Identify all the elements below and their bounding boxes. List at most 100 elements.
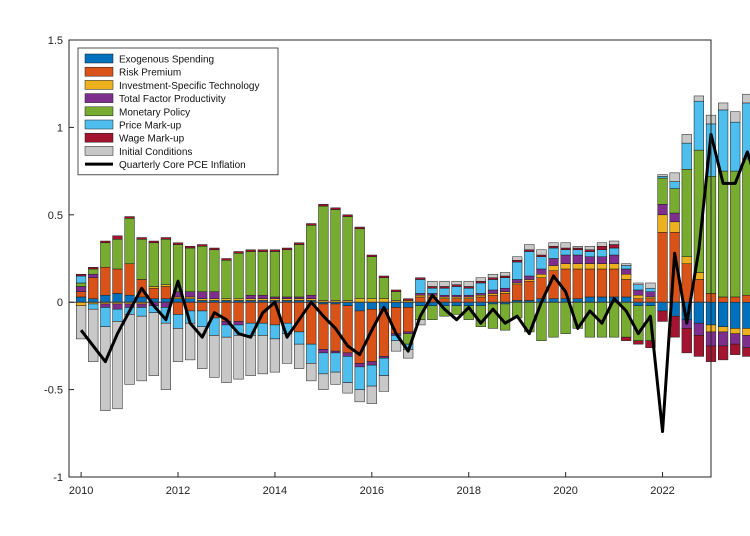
bar-segment (415, 293, 426, 296)
bar-segment (633, 284, 644, 291)
bar-segment (160, 284, 171, 287)
bar-segment (524, 244, 535, 251)
bar-segment (548, 301, 559, 338)
bar-segment (124, 218, 135, 265)
bar-segment (657, 174, 668, 177)
bar-segment (366, 361, 377, 366)
bar-segment (584, 249, 595, 252)
bar-segment (475, 301, 486, 306)
bar-segment (451, 284, 462, 287)
bar-segment (197, 244, 208, 247)
bar-segment (269, 324, 281, 340)
bar-segment (221, 260, 232, 299)
x-tick-label: 2018 (456, 485, 480, 497)
x-tick-label: 2016 (360, 485, 384, 497)
bar-segment (233, 253, 244, 299)
bar-segment (136, 307, 147, 317)
bar-segment (100, 326, 111, 411)
bar-segment (681, 328, 692, 354)
bar-segment (730, 333, 741, 345)
bar-segment (245, 298, 256, 301)
bar-segment (536, 256, 547, 270)
bar-segment (427, 280, 438, 287)
bar-segment (681, 169, 692, 258)
bar-segment (596, 249, 608, 257)
bar-segment (645, 296, 656, 299)
bar-segment (560, 254, 571, 264)
bar-segment (439, 298, 450, 303)
bar-segment (645, 301, 656, 306)
bar-segment (354, 389, 365, 403)
bar-segment (596, 242, 608, 247)
bar-segment (112, 239, 123, 270)
bar-segment (548, 246, 559, 249)
bar-segment (354, 363, 365, 368)
bar-segment (633, 282, 644, 285)
legend: Exogenous Spending Risk Premium Investment… (77, 47, 279, 176)
bar-segment (330, 207, 341, 210)
bar-segment (269, 249, 281, 252)
bar-segment (294, 296, 305, 299)
bar-segment (463, 301, 474, 306)
bar-segment (221, 258, 232, 261)
bar-segment (112, 235, 123, 240)
legend-swatch (84, 132, 114, 143)
bar-segment (475, 280, 486, 284)
legend-label: Exogenous Spending (119, 55, 214, 66)
bar-segment (718, 296, 729, 303)
bar-segment (669, 212, 680, 223)
bar-segment (318, 352, 329, 375)
bar-segment (548, 265, 559, 271)
bar-segment (76, 291, 87, 298)
bar-segment (390, 291, 402, 301)
bar-segment (475, 296, 486, 303)
legend-label: Quarterly Core PCE Inflation (119, 160, 246, 171)
axes-box (68, 39, 712, 478)
x-tick-label: 2020 (553, 485, 577, 497)
bar-segment (742, 93, 750, 104)
bar-segment (463, 294, 474, 298)
bar-segment (281, 247, 293, 251)
bar-segment (499, 287, 511, 292)
bar-segment (621, 268, 632, 275)
bar-segment (548, 247, 559, 259)
bar-segment (487, 293, 499, 296)
bar-segment (172, 314, 184, 329)
bar-segment (451, 301, 462, 306)
bar-segment (439, 294, 450, 298)
bar-segment (403, 301, 414, 308)
bar-segment (475, 282, 486, 294)
bar-segment (185, 291, 196, 298)
bar-segment (403, 298, 414, 301)
bar-segment (112, 321, 123, 410)
y-tick-label: 1.5 (48, 35, 63, 47)
bar-segment (742, 102, 750, 160)
bar-segment (257, 294, 268, 299)
bar-segment (548, 258, 559, 266)
legend-swatch (84, 93, 114, 103)
bar-segment (160, 286, 171, 299)
bar-segment (451, 298, 462, 303)
bar-segment (294, 343, 305, 369)
bar-segment (669, 172, 680, 182)
bar-segment (269, 298, 281, 301)
ticks-layer: 2010 2012 2014 2016 2018 2020 2022 -1 -0.5 0 0.5 1 1… (44, 35, 675, 497)
legend-swatch (84, 80, 114, 90)
bar-segment (718, 170, 729, 298)
bar-segment (596, 296, 608, 303)
bar-segment (657, 214, 668, 233)
bar-segment (512, 261, 523, 280)
legend-label: Total Factor Productivity (119, 94, 226, 105)
bar-segment (499, 277, 511, 289)
bar-segment (281, 296, 293, 299)
bar-segment (427, 305, 438, 320)
bar-segment (390, 340, 402, 352)
bar-segment (269, 251, 281, 298)
bar-segment (172, 242, 184, 245)
bar-segment (633, 289, 644, 296)
bar-segment (209, 291, 220, 299)
bar-segment (76, 273, 87, 277)
bar-segment (378, 298, 390, 303)
bar-segment (742, 347, 750, 357)
bar-segment (584, 256, 595, 264)
